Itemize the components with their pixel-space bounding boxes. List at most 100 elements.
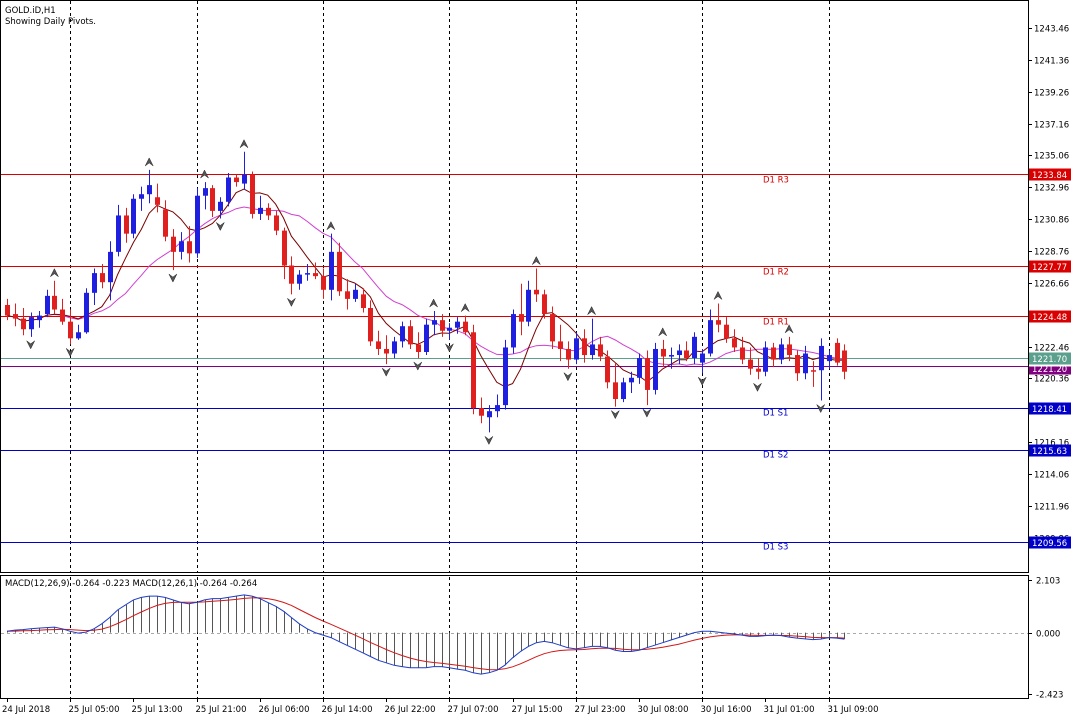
candle-body bbox=[708, 320, 713, 354]
fractal-down-arrow bbox=[216, 222, 225, 232]
time-tick-label: 24 Jul 2018 bbox=[2, 705, 50, 715]
candle-body bbox=[147, 185, 152, 195]
price-tag-box bbox=[1029, 168, 1071, 181]
candle-body bbox=[163, 209, 168, 237]
price-tick-label: 1222.46 bbox=[1034, 344, 1069, 354]
macd-indicator bbox=[1, 594, 1028, 675]
candle-body bbox=[613, 382, 618, 400]
candle-body bbox=[621, 382, 626, 400]
macd-tick-label: -2.423 bbox=[1036, 691, 1063, 701]
time-tick-label: 27 Jul 15:00 bbox=[512, 705, 563, 715]
candle-body bbox=[511, 314, 516, 348]
time-tick-label: 27 Jul 23:00 bbox=[575, 705, 626, 715]
candle-body bbox=[353, 289, 358, 299]
candle-body bbox=[187, 241, 192, 254]
pivot-label: D1 R3 bbox=[763, 176, 789, 186]
candle-body bbox=[692, 336, 697, 359]
candle-body bbox=[84, 292, 89, 333]
candle-body bbox=[60, 309, 65, 322]
candle-body bbox=[368, 308, 373, 342]
candle-body bbox=[329, 251, 334, 290]
time-axis: 24 Jul 2018 25 Jul 05:00 25 Jul 13:00 25 Ju… bbox=[2, 698, 878, 715]
time-tick-label: 31 Jul 01:00 bbox=[764, 705, 815, 715]
candle-body bbox=[297, 274, 302, 284]
candle-body bbox=[811, 370, 816, 372]
time-tick-label: 31 Jul 09:00 bbox=[828, 705, 879, 715]
fractal-down-arrow bbox=[563, 372, 573, 382]
candle-body bbox=[392, 341, 397, 354]
fractal-down-arrow bbox=[65, 348, 75, 357]
candle-body bbox=[440, 320, 445, 331]
candle-body bbox=[558, 341, 563, 349]
candle-body bbox=[376, 341, 381, 349]
pivot-label: D1 S2 bbox=[763, 451, 788, 461]
fractal-down-arrow bbox=[413, 361, 423, 371]
time-tick-label: 27 Jul 07:00 bbox=[448, 705, 499, 715]
fractal-down-arrow bbox=[168, 273, 178, 283]
fractal-down-arrow bbox=[445, 343, 454, 353]
candle-body bbox=[384, 348, 389, 354]
candle-body bbox=[779, 344, 784, 360]
price-tick-label: 1220.36 bbox=[1034, 375, 1069, 385]
candle-body bbox=[171, 236, 176, 252]
time-tick-label: 30 Jul 08:00 bbox=[638, 705, 689, 715]
time-tick-label: 25 Jul 05:00 bbox=[69, 705, 120, 715]
candle-body bbox=[566, 348, 571, 360]
candle-body bbox=[400, 326, 405, 342]
candle-body bbox=[195, 195, 200, 254]
candle-body bbox=[526, 289, 531, 322]
price-tick-label: 1216.16 bbox=[1034, 439, 1069, 449]
candle-body bbox=[684, 350, 689, 359]
price-tag-box bbox=[1029, 536, 1071, 549]
price-tick-label: 1214.06 bbox=[1034, 471, 1069, 481]
candle-body bbox=[471, 332, 476, 409]
candle-body bbox=[258, 207, 263, 214]
price-tag-text: 1209.56 bbox=[1032, 539, 1067, 549]
fractal-up-arrow bbox=[658, 327, 667, 337]
price-tag-box bbox=[1029, 260, 1071, 273]
candle-body bbox=[732, 338, 737, 348]
time-tick-label: 25 Jul 13:00 bbox=[132, 705, 183, 715]
candle-body bbox=[76, 332, 81, 339]
candle-body bbox=[274, 215, 279, 231]
price-tag-box bbox=[1029, 402, 1071, 415]
macd-main-line bbox=[6, 594, 845, 675]
candle-body bbox=[337, 251, 342, 292]
chart-subtitle: Showing Daily Pivots. bbox=[5, 17, 96, 27]
price-tick-label: 1211.96 bbox=[1034, 503, 1069, 513]
macd-tick-label: 0.000 bbox=[1036, 630, 1060, 640]
fractal-up-arrow bbox=[239, 139, 249, 148]
candle-body bbox=[795, 355, 800, 374]
current-price-tag-box bbox=[1029, 352, 1071, 365]
candle-body bbox=[503, 347, 508, 406]
fractal-down-arrow bbox=[753, 383, 762, 392]
price-tag-text: 1233.84 bbox=[1032, 171, 1067, 181]
price-tick-label: 1226.66 bbox=[1034, 280, 1069, 290]
candle-body bbox=[68, 321, 73, 339]
price-lines bbox=[1, 358, 1028, 367]
candle-body bbox=[52, 295, 57, 310]
candle-body bbox=[479, 408, 484, 416]
fractal-down-arrow bbox=[642, 408, 652, 418]
candle-body bbox=[787, 344, 792, 356]
candle-body bbox=[282, 230, 287, 266]
fractal-up-arrow bbox=[532, 255, 541, 265]
candle-body bbox=[424, 324, 429, 352]
fractal-up-arrow bbox=[713, 290, 723, 300]
fractal-down-arrow bbox=[484, 436, 494, 445]
candle-body bbox=[645, 358, 650, 390]
price-tick-label: 1241.36 bbox=[1034, 57, 1069, 67]
candle-body bbox=[124, 215, 129, 234]
candle-body bbox=[29, 317, 34, 330]
fractal-up-arrow bbox=[429, 298, 438, 308]
candle-body bbox=[574, 338, 579, 360]
price-tag-text: 1227.77 bbox=[1032, 263, 1067, 273]
candle-body bbox=[242, 174, 247, 184]
fractal-up-arrow bbox=[144, 157, 154, 167]
candle-body bbox=[661, 348, 666, 357]
price-tick-label: 1243.46 bbox=[1034, 25, 1069, 35]
pivot-label: D1 R1 bbox=[763, 318, 789, 328]
time-tick-label: 26 Jul 06:00 bbox=[259, 705, 310, 715]
candle-body bbox=[45, 295, 50, 315]
candle-body bbox=[835, 342, 840, 363]
